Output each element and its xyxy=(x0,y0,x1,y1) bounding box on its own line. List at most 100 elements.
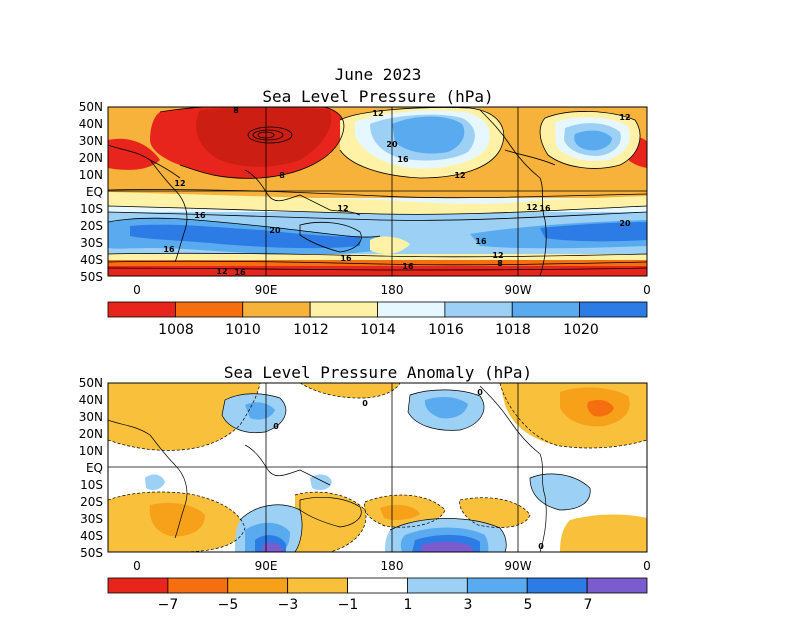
anomaly-pos-north-pacific-core xyxy=(424,396,468,419)
lat-label: 40N xyxy=(79,117,103,131)
colorbar-label: 1008 xyxy=(158,322,194,338)
anomaly-pos-australia xyxy=(310,474,332,490)
contour-label: 16 xyxy=(539,204,551,213)
lat-label: 50S xyxy=(80,270,103,284)
colorbar-swatch xyxy=(167,577,229,594)
top-colorbar xyxy=(107,301,648,318)
colorbar-label: 1020 xyxy=(563,322,599,338)
colorbar-swatch xyxy=(579,301,648,318)
bottom-map: 0 0 0 0 xyxy=(108,383,647,552)
contour-label: 16 xyxy=(397,155,409,164)
anomaly-neg-south-indian-core xyxy=(149,502,205,537)
bottom-colorbar xyxy=(107,577,648,594)
lat-label: 50N xyxy=(79,100,103,114)
lat-label: 50N xyxy=(79,376,103,390)
colorbar-label: 1012 xyxy=(293,322,329,338)
bottom-map-title: Sea Level Pressure Anomaly (hPa) xyxy=(224,363,532,382)
colorbar-swatch xyxy=(586,577,648,594)
lat-label: 20S xyxy=(80,495,103,509)
arabian-low xyxy=(108,138,160,170)
contour-label: 0 xyxy=(538,542,544,551)
equatorial-yellow xyxy=(108,192,647,215)
contour-label: 16 xyxy=(402,262,414,271)
lat-label: 40N xyxy=(79,393,103,407)
figure-date-title: June 2023 xyxy=(335,65,422,84)
contour-label: 20 xyxy=(269,226,281,235)
bottom-map-frame xyxy=(107,382,648,553)
colorbar-label: 1014 xyxy=(360,322,396,338)
top-map-frame xyxy=(107,106,648,277)
anomaly-neg-asia-west xyxy=(108,383,260,451)
contour-label: 12 xyxy=(216,267,227,276)
anomaly-neg-south-atlantic xyxy=(560,514,647,552)
lat-label: 10S xyxy=(80,478,103,492)
lon-label: 0 xyxy=(643,283,651,297)
contour-label: 16 xyxy=(234,268,246,277)
contour-label: 12 xyxy=(454,171,465,180)
contour-label: 20 xyxy=(619,219,631,228)
lat-label: 10S xyxy=(80,202,103,216)
top-colorbar-labels: 1008 1010 1012 1014 1016 1018 1020 xyxy=(158,322,599,338)
contour-label: 0 xyxy=(273,422,279,431)
contour-label: 16 xyxy=(340,254,352,263)
contour-label: 16 xyxy=(475,237,487,246)
lat-label: 40S xyxy=(80,253,103,267)
colorbar-label: 3 xyxy=(464,597,473,613)
top-coastlines xyxy=(108,109,556,276)
top-contour-labels: 8 12 20 16 12 12 8 12 16 12 16 20 16 20 … xyxy=(163,106,631,277)
bottom-contour-labels: 0 0 0 0 xyxy=(273,388,544,551)
colorbar-label: 5 xyxy=(524,597,533,613)
colorbar-label: 1 xyxy=(404,597,413,613)
colorbar-swatch xyxy=(347,577,408,594)
top-grid xyxy=(108,107,647,276)
anomaly-neg-tasman-core xyxy=(380,504,420,521)
colorbar-swatch xyxy=(227,577,289,594)
bottom-contour-lines xyxy=(108,383,647,552)
south-indian-high-core xyxy=(130,224,360,249)
lat-label: 10N xyxy=(79,444,103,458)
colorbar-label: −5 xyxy=(218,597,239,613)
colorbar-swatch xyxy=(242,301,311,318)
north-pacific-high-core xyxy=(392,116,465,154)
contour-label: 20 xyxy=(386,140,398,149)
lon-label: 180 xyxy=(381,559,404,573)
bottom-colorbar-labels: −7 −5 −3 −1 1 3 5 7 xyxy=(158,597,593,613)
lon-label: 180 xyxy=(381,283,404,297)
anomaly-neg-north-pacific xyxy=(300,383,400,398)
lon-label: 90E xyxy=(255,283,278,297)
colorbar-swatch xyxy=(466,577,528,594)
contour-label: 8 xyxy=(233,106,239,115)
bottom-grid xyxy=(108,383,647,552)
lat-label: 30N xyxy=(79,134,103,148)
lat-label: 20N xyxy=(79,151,103,165)
top-map: 8 12 20 16 12 12 8 12 16 12 16 20 16 20 … xyxy=(108,106,647,277)
contour-label: 12 xyxy=(492,251,503,260)
contour-label: 12 xyxy=(619,113,630,122)
bottom-lat-labels: 50N 40N 30N 20N 10N EQ 10S 20S 30S 40S 5… xyxy=(79,376,103,560)
band-red-south xyxy=(108,266,647,276)
bottom-coastlines xyxy=(108,385,547,552)
lat-label: 20N xyxy=(79,427,103,441)
colorbar-swatch xyxy=(287,577,348,594)
anomaly-neg-south-pacific xyxy=(459,497,530,528)
lat-label: 20S xyxy=(80,219,103,233)
colorbar-swatch xyxy=(107,301,176,318)
contour-label: 16 xyxy=(194,211,206,220)
contour-label: 12 xyxy=(174,179,185,188)
top-lat-labels: 50N 40N 30N 20N 10N EQ 10S 20S 30S 40S 5… xyxy=(79,100,103,284)
top-contour-lines xyxy=(108,107,647,271)
anomaly-pos-south-indian-core xyxy=(262,542,284,552)
contour-label: 8 xyxy=(497,259,503,268)
colorbar-label: −1 xyxy=(338,597,359,613)
asian-low-core xyxy=(196,107,332,167)
colorbar-swatch xyxy=(174,301,244,318)
lon-label: 0 xyxy=(643,559,651,573)
lat-label: EQ xyxy=(86,185,103,199)
colorbar-swatch xyxy=(309,301,378,318)
colorbar-label: 1010 xyxy=(225,322,261,338)
colorbar-swatch xyxy=(377,301,446,318)
colorbar-swatch xyxy=(407,577,468,594)
anomaly-pos-asia-core xyxy=(245,402,275,420)
colorbar-label: −7 xyxy=(158,597,179,613)
